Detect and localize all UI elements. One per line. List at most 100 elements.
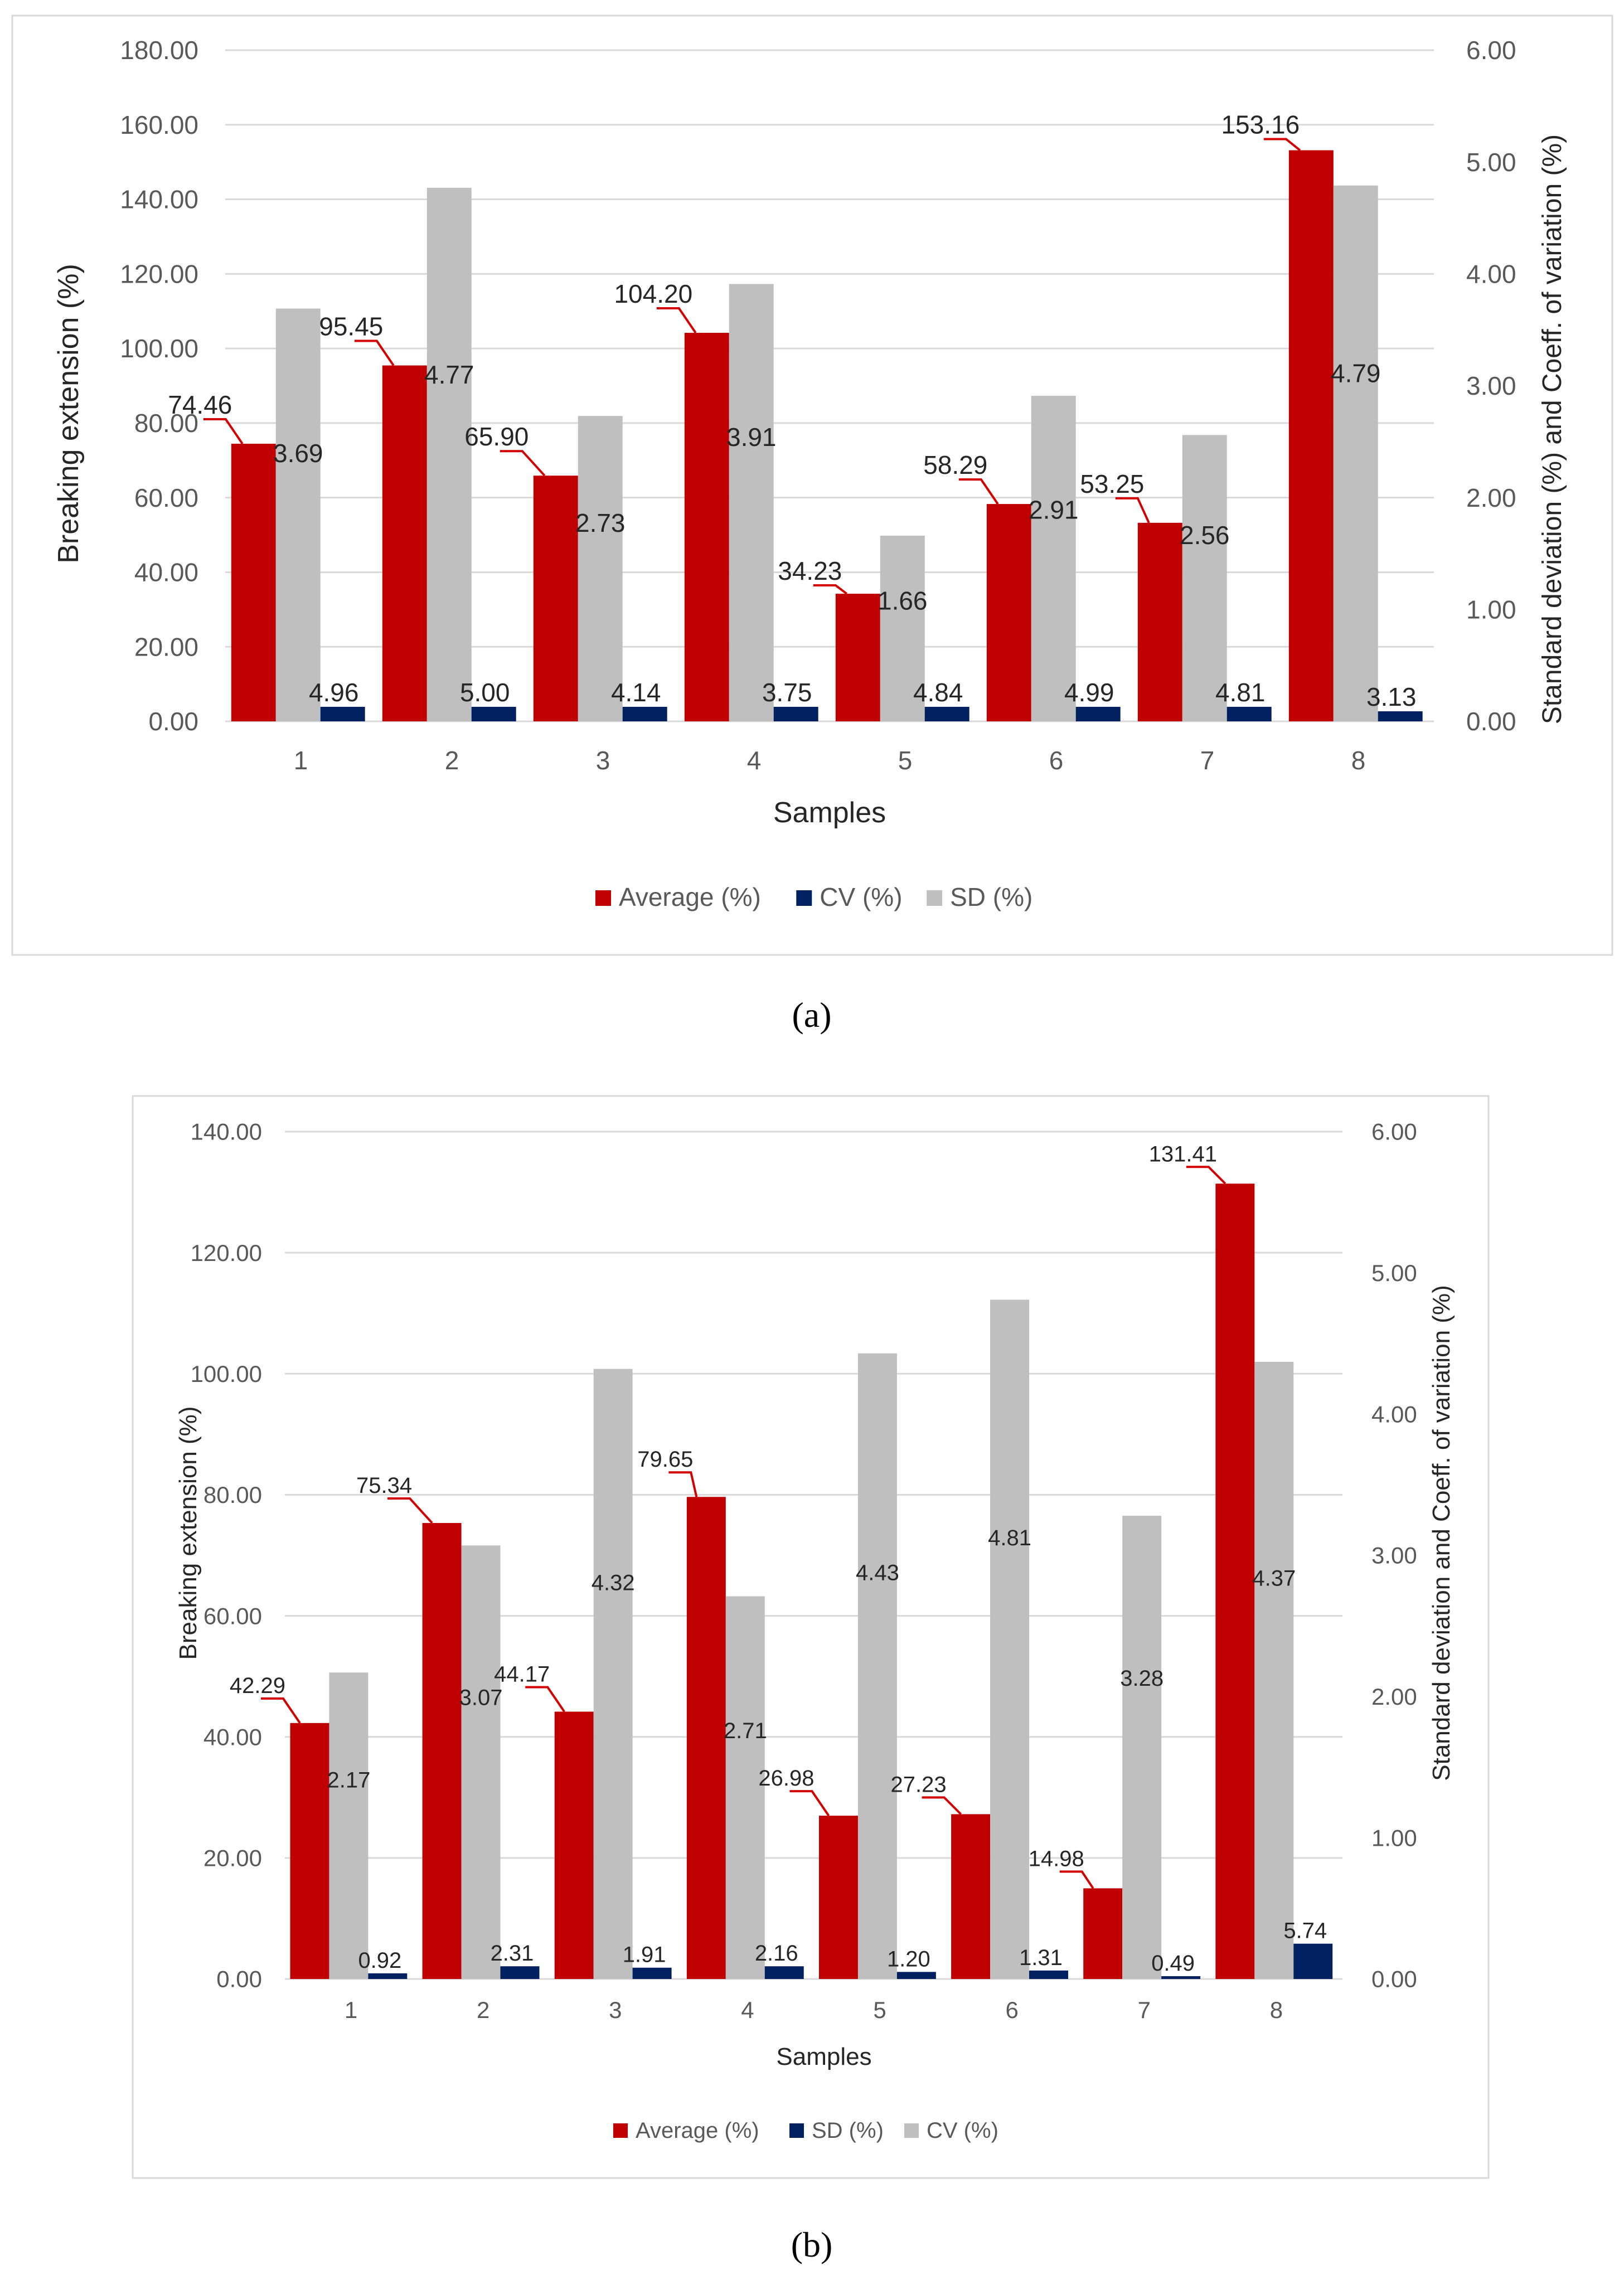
- chart-a-bars: [231, 150, 1423, 722]
- leader-line: [354, 339, 395, 366]
- data-label-grey: 3.07: [459, 1685, 503, 1710]
- y2-tick-label: 2.00: [1371, 1684, 1417, 1710]
- y-tick-label: 0.00: [148, 707, 198, 736]
- x-tick-label: 7: [1138, 1997, 1151, 2023]
- y-tick-label: 120.00: [120, 259, 198, 288]
- leader-line: [387, 1497, 433, 1524]
- bar-average: [951, 1814, 991, 1979]
- data-label-grey: 4.81: [988, 1526, 1031, 1550]
- leader-line: [1059, 1870, 1094, 1889]
- bar-average: [554, 1711, 594, 1979]
- data-label-navy: 0.49: [1151, 1951, 1195, 1976]
- y-tick-label: 20.00: [134, 632, 198, 661]
- leader-line: [656, 307, 697, 334]
- data-label-average: 104.20: [614, 279, 692, 308]
- bar-average: [684, 333, 729, 721]
- chart-b-x-axis-title: Samples: [776, 2043, 871, 2070]
- y2-tick-label: 1.00: [1371, 1825, 1417, 1851]
- legend-swatch: [796, 890, 812, 906]
- chart-b-leader-lines: [260, 1166, 1227, 1889]
- y2-tick-label: 3.00: [1466, 371, 1516, 400]
- legend-label: SD (%): [812, 2118, 884, 2143]
- legend-label: Average (%): [619, 882, 761, 911]
- data-label-navy: 5.74: [1283, 1919, 1327, 1943]
- legend-swatch: [904, 2123, 919, 2138]
- bar-cv: [593, 1369, 633, 1979]
- chart-b-left-ticks: 0.00 20.00 40.00 60.00 80.00 100.00 120.00 140.…: [191, 1119, 262, 1992]
- x-tick-label: 3: [596, 746, 610, 775]
- data-label-navy: 4.99: [1064, 678, 1114, 707]
- x-tick-label: 2: [477, 1997, 489, 2023]
- data-label-average: 65.90: [464, 422, 529, 451]
- y2-tick-label: 6.00: [1466, 36, 1516, 65]
- bar-sd: [500, 1966, 540, 1979]
- legend-swatch: [789, 2123, 804, 2138]
- data-label-navy: 5.00: [460, 678, 510, 707]
- data-label-average: 75.34: [356, 1473, 412, 1498]
- bar-cv: [1254, 1361, 1294, 1979]
- data-label-grey: 1.66: [878, 586, 928, 615]
- y-tick-label: 180.00: [120, 36, 198, 65]
- chart-b-right-ticks: 0.00 1.00 2.00 3.00 4.00 5.00 6.00: [1371, 1119, 1417, 1992]
- data-label-average: 131.41: [1149, 1142, 1217, 1166]
- y2-tick-label: 0.00: [1466, 707, 1516, 736]
- bar-sd: [426, 187, 472, 721]
- chart-b-y2-axis-title: Standard deviation and Coeff. of variati…: [1428, 1285, 1455, 1781]
- bar-average: [1083, 1888, 1123, 1979]
- bar-sd: [880, 535, 925, 721]
- data-label-average: 44.17: [494, 1662, 550, 1686]
- bar-sd: [1333, 185, 1378, 722]
- bar-cv: [924, 706, 969, 721]
- data-label-average: 26.98: [758, 1766, 814, 1791]
- bar-cv: [329, 1672, 369, 1979]
- x-tick-label: 4: [747, 746, 762, 775]
- data-label-average: 153.16: [1221, 110, 1300, 139]
- data-label-navy: 1.20: [887, 1947, 930, 1971]
- data-label-grey: 2.71: [724, 1719, 767, 1743]
- chart-a: 74.46 3.69 4.96 95.45 4.77 5.00 65.90 2.73 4.14 1…: [11, 14, 1613, 956]
- chart-a-leader-lines: [203, 138, 1301, 595]
- bar-cv: [773, 706, 818, 721]
- x-tick-label: 7: [1200, 746, 1215, 775]
- bar-average: [986, 504, 1031, 721]
- chart-b-legend: Average (%) SD (%) CV (%): [613, 2118, 998, 2143]
- y2-tick-label: 4.00: [1371, 1401, 1417, 1427]
- bar-sd: [896, 1972, 936, 1979]
- legend-swatch: [613, 2123, 628, 2138]
- chart-a-x-axis-title: Samples: [773, 797, 886, 829]
- y-tick-label: 140.00: [120, 185, 198, 214]
- data-label-navy: 4.81: [1215, 678, 1266, 707]
- x-tick-label: 5: [898, 746, 913, 775]
- y2-tick-label: 3.00: [1371, 1542, 1417, 1569]
- data-label-navy: 4.96: [309, 678, 359, 707]
- bar-average: [533, 476, 578, 721]
- leader-line: [922, 1796, 962, 1815]
- data-label-grey: 2.91: [1029, 496, 1079, 525]
- y-tick-label: 80.00: [134, 409, 198, 438]
- leader-line: [500, 450, 546, 477]
- data-label-grey: 2.73: [575, 508, 626, 537]
- data-label-navy: 4.14: [611, 678, 661, 707]
- chart-b-y-axis-title: Breaking extension (%): [174, 1406, 202, 1660]
- data-label-grey: 2.17: [327, 1768, 370, 1793]
- data-label-grey: 3.91: [726, 423, 777, 452]
- chart-a-x-ticks: 1 2 3 4 5 6 7 8: [294, 746, 1366, 775]
- bar-average: [1288, 150, 1334, 721]
- data-label-average: 42.29: [230, 1673, 285, 1698]
- data-label-average: 74.46: [168, 390, 232, 419]
- bar-average: [382, 365, 427, 721]
- bar-sd: [632, 1967, 672, 1979]
- leader-line: [525, 1686, 565, 1713]
- chart-b-data-labels: 42.29 2.17 0.92 75.34 3.07 2.31 44.17 4.32 1.91 7…: [230, 1142, 1327, 1976]
- bar-cv: [471, 706, 516, 721]
- data-label-average: 58.29: [923, 450, 987, 479]
- x-tick-label: 8: [1351, 746, 1366, 775]
- leader-line: [1186, 1166, 1227, 1185]
- chart-a-y2-axis-title: Standard deviation (%) and Coeff. of var…: [1538, 134, 1567, 724]
- bar-cv: [990, 1299, 1030, 1979]
- bar-cv: [622, 706, 667, 721]
- leader-line: [1115, 497, 1150, 523]
- bar-cv: [1378, 711, 1423, 721]
- bar-average: [818, 1816, 858, 1979]
